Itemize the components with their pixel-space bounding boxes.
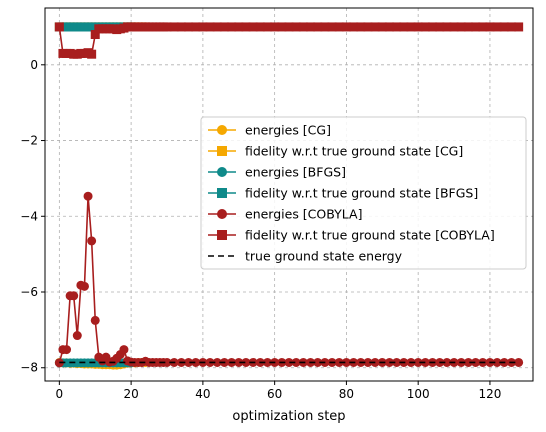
y-tick-label: −2 [20, 134, 38, 148]
data-point [87, 236, 97, 246]
x-tick-label: 80 [339, 387, 354, 401]
legend-label: fidelity w.r.t true ground state [CG] [245, 144, 463, 159]
x-tick-label: 120 [478, 387, 501, 401]
data-point [90, 315, 100, 325]
axes-frame [44, 7, 534, 382]
data-point [119, 345, 129, 355]
data-point [54, 22, 64, 32]
legend-label: energies [BFGS] [245, 165, 346, 180]
legend-item: fidelity w.r.t true ground state [COBYLA… [208, 228, 495, 243]
legend-item: energies [CG] [208, 123, 331, 138]
x-tick-label: 20 [123, 387, 138, 401]
legend-swatch-marker [217, 230, 227, 240]
legend-label: fidelity w.r.t true ground state [BFGS] [245, 186, 478, 201]
legend-label: energies [CG] [245, 123, 331, 138]
data-point [72, 331, 82, 341]
data-point [514, 357, 524, 367]
data-point [83, 191, 93, 201]
series-layer [54, 22, 524, 370]
x-tick-label: 100 [407, 387, 430, 401]
data-point [87, 49, 97, 59]
legend-item: fidelity w.r.t true ground state [BFGS] [208, 186, 478, 201]
ticks: 0 20 40 60 80 100 120 −8 −6 −4 −2 0 [20, 58, 501, 401]
y-tick-label: −8 [20, 361, 38, 375]
legend: energies [CG] fidelity w.r.t true ground … [200, 116, 527, 270]
legend-item: energies [BFGS] [208, 165, 346, 180]
legend-box [200, 116, 527, 270]
y-tick-label: −4 [20, 209, 38, 223]
legend-item: energies [COBYLA] [208, 207, 362, 222]
x-axis-label: optimization step [232, 409, 345, 424]
y-tick-label: 0 [30, 58, 38, 72]
x-tick-label: 60 [267, 387, 282, 401]
legend-label: true ground state energy [245, 249, 403, 264]
x-tick-label: 0 [56, 387, 64, 401]
legend-item: fidelity w.r.t true ground state [CG] [208, 144, 463, 159]
data-point [514, 22, 524, 32]
legend-swatch-marker [217, 188, 227, 198]
y-tick-label: −6 [20, 285, 38, 299]
legend-label: energies [COBYLA] [245, 207, 362, 222]
legend-swatch-marker [217, 146, 227, 156]
series-5 [54, 22, 524, 59]
legend-swatch-marker [217, 125, 227, 135]
legend-label: fidelity w.r.t true ground state [COBYLA… [245, 228, 495, 243]
x-tick-label: 40 [195, 387, 210, 401]
data-point [62, 345, 72, 355]
data-point [79, 281, 89, 291]
legend-item: true ground state energy [208, 249, 403, 264]
data-point [69, 291, 79, 301]
legend-swatch-marker [217, 209, 227, 219]
legend-swatch-marker [217, 167, 227, 177]
